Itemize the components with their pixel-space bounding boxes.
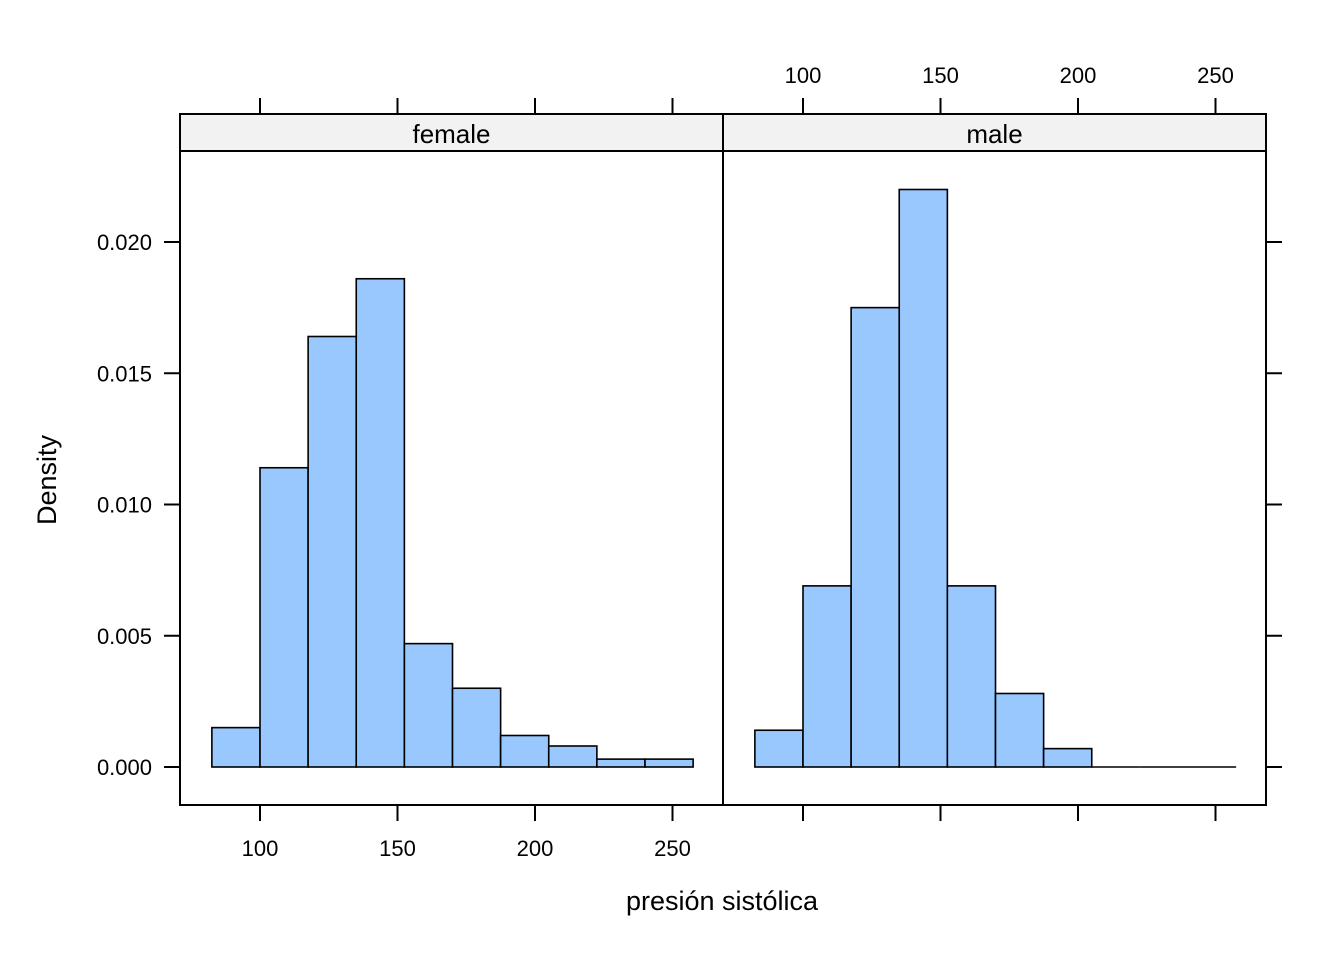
x-tick-label: 200 <box>517 836 554 861</box>
panels-layer: female male 100 100 150 150 200 200 250 250 0.000 0… <box>97 63 1282 861</box>
histogram-bar <box>307 335 358 768</box>
panel-frame <box>722 113 1267 806</box>
histogram-bar <box>547 745 598 768</box>
histogram-bar <box>259 466 309 768</box>
histogram-bar <box>403 642 454 768</box>
histogram-bar <box>994 692 1045 768</box>
x-tick-label: 100 <box>242 836 279 861</box>
panel-female: female <box>179 113 724 806</box>
histogram-bar <box>946 585 997 768</box>
y-tick-label: 0.020 <box>97 230 152 255</box>
histogram-bar <box>499 734 550 768</box>
histogram-bar <box>802 585 852 768</box>
y-tick-label: 0.015 <box>97 361 152 386</box>
y-axis-title: Density <box>32 434 62 525</box>
histogram-bar <box>754 729 804 768</box>
x-tick-label: 250 <box>654 836 691 861</box>
histogram-bar <box>451 687 502 768</box>
y-tick-label: 0.005 <box>97 624 152 649</box>
strip-label: male <box>966 119 1022 149</box>
strip-label: female <box>412 119 490 149</box>
y-tick-label: 0.000 <box>97 755 152 780</box>
panel-male: male <box>722 113 1267 806</box>
x-tick-label: 250 <box>1197 63 1234 88</box>
x-tick-label: 200 <box>1060 63 1097 88</box>
histogram-bar <box>596 758 646 768</box>
histogram-bar <box>898 188 949 768</box>
histogram-bar <box>850 306 901 768</box>
x-axis-title: presión sistólica <box>626 886 819 916</box>
histogram-bar <box>211 726 261 768</box>
histogram-bar <box>1042 747 1093 768</box>
histogram-bar <box>644 758 694 768</box>
x-tick-label: 100 <box>785 63 822 88</box>
x-tick-label: 150 <box>922 63 959 88</box>
x-tick-label: 150 <box>379 836 416 861</box>
histogram-bar <box>355 277 406 768</box>
y-tick-label: 0.010 <box>97 493 152 518</box>
